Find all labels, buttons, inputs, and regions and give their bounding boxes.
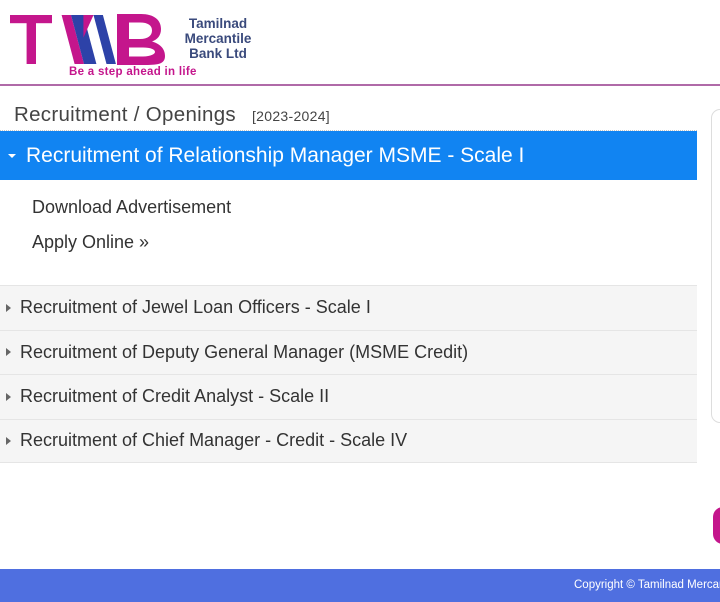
- svg-text:Bank Ltd: Bank Ltd: [189, 46, 247, 61]
- svg-text:Be a step ahead in life: Be a step ahead in life: [69, 66, 197, 78]
- svg-text:Tamilnad: Tamilnad: [189, 16, 247, 31]
- svg-text:Mercantile: Mercantile: [185, 31, 252, 46]
